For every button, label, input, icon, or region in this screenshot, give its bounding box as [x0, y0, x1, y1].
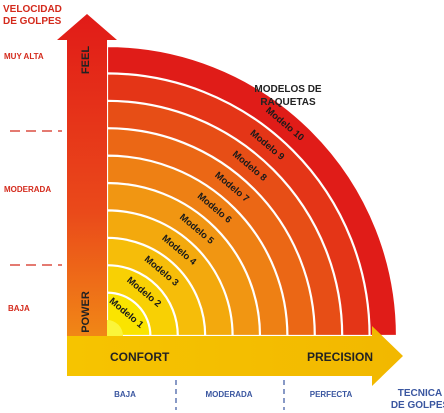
vertical-arrow	[57, 14, 117, 375]
models-title-line2: RAQUETAS	[260, 97, 316, 108]
core-quarter	[107, 320, 123, 336]
model-rings	[105, 44, 399, 338]
y-level-moderada: MODERADA	[4, 185, 51, 194]
x-axis-title-line2: DE GOLPES	[391, 400, 444, 411]
y-axis-title-line1: VELOCIDAD	[3, 4, 62, 15]
precision-label: PRECISION	[307, 350, 373, 364]
x-level-baja: BAJA	[114, 390, 136, 399]
y-level-muy-alta: MUY ALTA	[4, 52, 44, 61]
models-title-line1: MODELOS DE	[254, 84, 322, 95]
horizontal-arrow	[67, 326, 403, 386]
y-axis-title-line2: DE GOLPES	[3, 16, 62, 27]
x-level-moderada: MODERADA	[205, 390, 252, 399]
confort-label: CONFORT	[110, 350, 170, 364]
x-level-perfecta: PERFECTA	[310, 390, 353, 399]
power-label: POWER	[80, 291, 92, 333]
x-axis-title-line1: TECNICA	[398, 388, 442, 399]
feel-label: FEEL	[80, 46, 92, 74]
y-level-baja: BAJA	[8, 304, 30, 313]
